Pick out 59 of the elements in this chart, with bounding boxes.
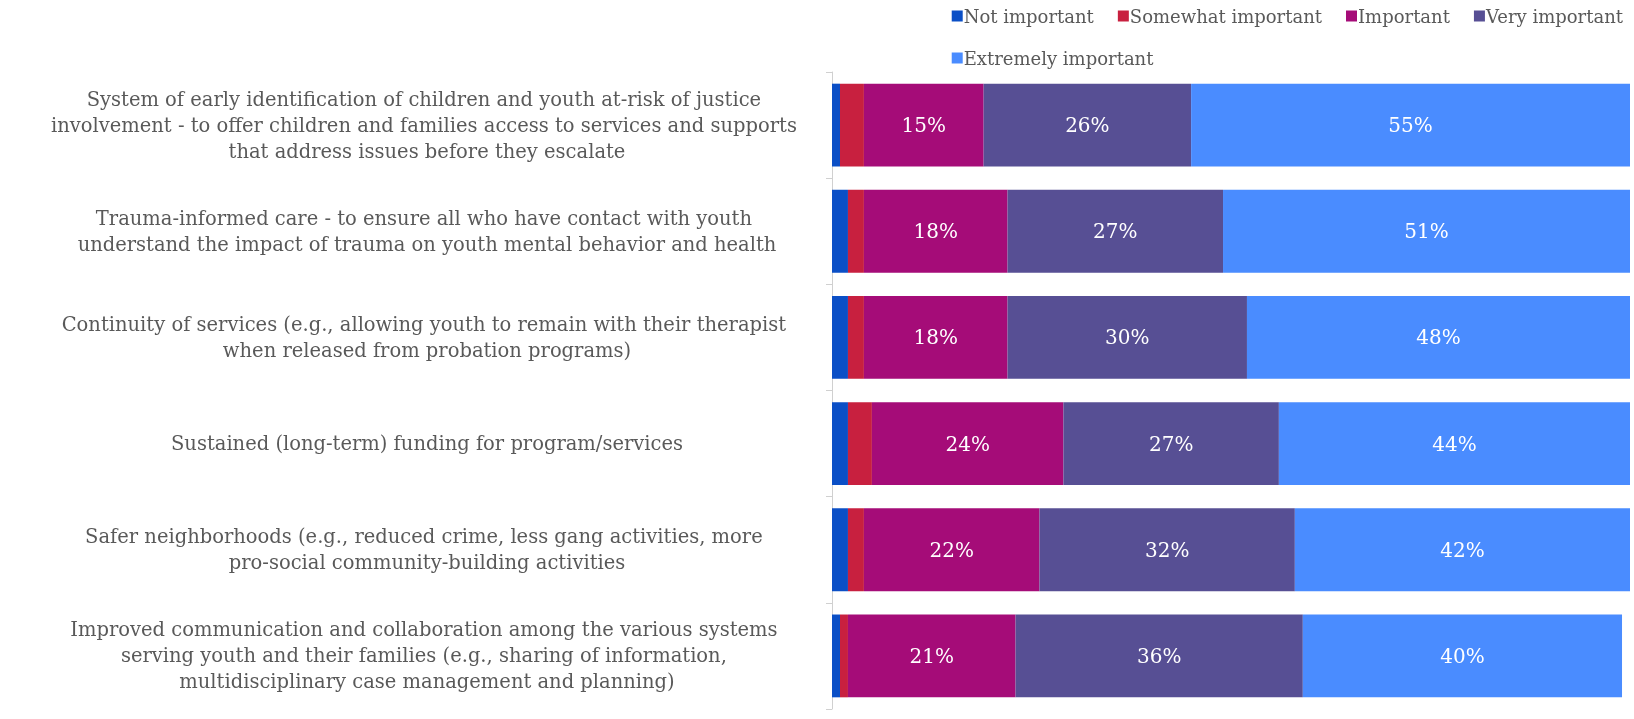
- bar: [1302, 614, 1623, 698]
- data-label: 18%: [913, 325, 958, 350]
- data-label: 32%: [1144, 537, 1190, 562]
- bar: [832, 296, 848, 379]
- bar: [863, 83, 984, 167]
- bar: [847, 189, 864, 273]
- data-label: 27%: [1093, 219, 1138, 244]
- bar: [863, 296, 1008, 379]
- data-label: 44%: [1432, 431, 1477, 456]
- y-tick-label: Safer neighborhoods (e.g., reduced crime, less gang activities, more pro-social community-building activities: [85, 525, 769, 575]
- data-label: 30%: [1105, 325, 1150, 350]
- data-label: 21%: [909, 643, 954, 668]
- bar: [983, 83, 1192, 167]
- data-label: 18%: [913, 219, 958, 244]
- legend-label: Extremely important: [963, 47, 1155, 69]
- legend-label: Somewhat important: [1129, 5, 1323, 27]
- bar: [832, 402, 848, 485]
- legend-label: Very important: [1484, 5, 1624, 27]
- y-tick-label: Continuity of services (e.g., allowing youth to remain with their therapist when released from probation programs): [61, 312, 793, 362]
- bar: [1039, 508, 1295, 592]
- legend-label: Important: [1357, 5, 1451, 27]
- data-label: 24%: [945, 431, 990, 456]
- bar: [839, 83, 864, 167]
- bar: [1191, 83, 1630, 167]
- bar: [832, 508, 848, 592]
- bar: [847, 614, 1016, 698]
- data-label: 51%: [1404, 219, 1449, 244]
- data-label: 26%: [1065, 113, 1110, 138]
- data-label: 36%: [1136, 643, 1182, 668]
- data-label: 27%: [1148, 431, 1194, 456]
- data-label: 40%: [1440, 643, 1485, 668]
- data-label: 15%: [901, 113, 946, 138]
- bar: [863, 189, 1008, 273]
- bar: [1246, 296, 1630, 379]
- bar: [832, 614, 840, 698]
- data-label: 42%: [1440, 537, 1485, 562]
- bar: [847, 402, 872, 485]
- bar: [1015, 614, 1303, 698]
- bar: [1223, 189, 1630, 273]
- bar: [863, 508, 1040, 592]
- bar: [832, 83, 840, 167]
- data-label: 22%: [929, 537, 974, 562]
- y-tick-label: Sustained (long-term) funding for program/services: [170, 432, 684, 456]
- y-tick-label: Improved communication and collaboration among the various systems serving youth and their families (e.g., sharing of information, multidisciplinary case management and planning): [70, 618, 784, 694]
- bar: [1294, 508, 1630, 592]
- y-tick-label: System of early identification of children and youth at-risk of justice involvement - to offer children and families access to services and supports that address issues before they escalate: [50, 87, 804, 163]
- legend-label: Not important: [963, 5, 1095, 27]
- y-tick-label: Trauma-informed care - to ensure all who have contact with youth understand the impact of trauma on youth mental behavior and health: [77, 206, 777, 256]
- bar: [1278, 402, 1630, 485]
- data-label: 48%: [1416, 325, 1461, 350]
- bar: [832, 189, 848, 273]
- bar: [847, 508, 864, 592]
- data-label: 55%: [1388, 113, 1433, 138]
- bar: [1063, 402, 1279, 485]
- bar: [1007, 189, 1224, 273]
- bar: [1007, 296, 1247, 379]
- bar: [839, 614, 848, 698]
- bar: [847, 296, 864, 379]
- bar: [871, 402, 1064, 485]
